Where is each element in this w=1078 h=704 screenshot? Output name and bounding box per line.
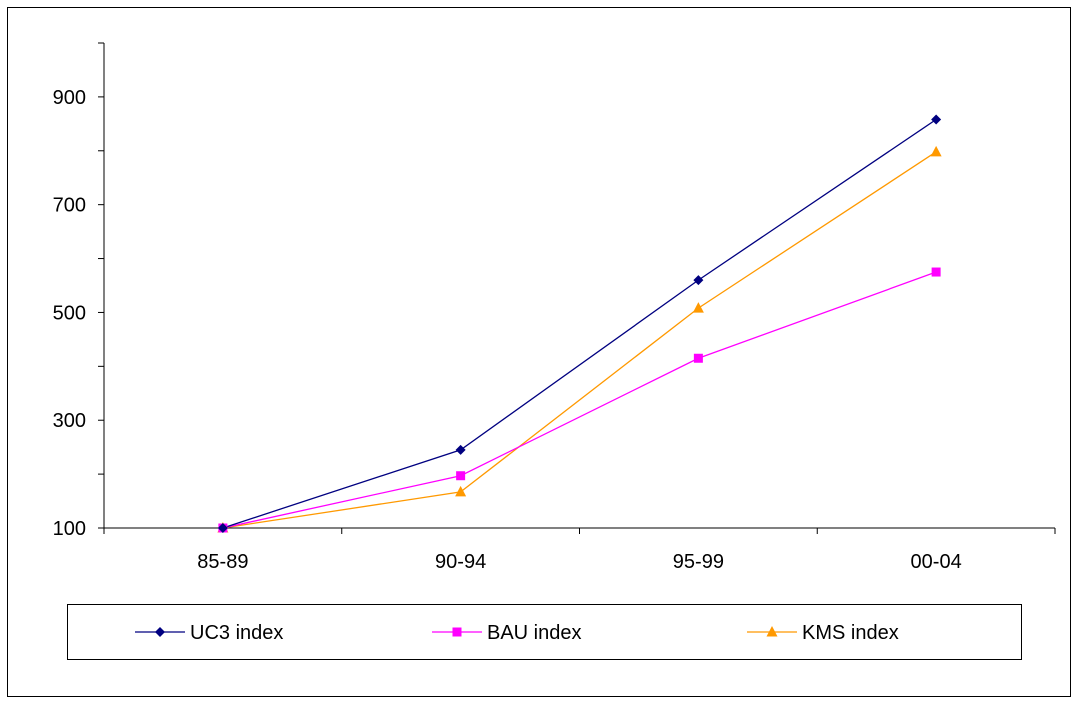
data-point [455,444,466,455]
y-tick-label: 300 [53,410,86,432]
axes: 100 300 500 700 900 85-89 90-94 95-99 00-04 [53,42,1056,573]
series-line [222,151,937,529]
data-point [693,353,703,363]
data-point [455,485,467,497]
legend-marker [766,626,778,637]
data-point [931,267,941,277]
x-tick-label: 00-04 [911,551,962,573]
data-point [456,471,466,481]
data-point [692,302,704,313]
series-layer [217,114,942,533]
chart-frame [7,7,1071,697]
legend-marker [155,627,165,637]
legend: UC3 index BAU index KMS index [67,604,1022,660]
data-point [931,114,942,125]
legend-label: BAU index [487,622,582,644]
y-tick-label: 700 [53,195,86,217]
legend-label: UC3 index [190,622,283,644]
series-line [222,271,937,529]
legend-marker [452,627,462,637]
y-tick-label: 900 [53,87,86,109]
data-point [693,275,704,286]
data-point [217,523,228,533]
data-point [930,145,942,157]
x-tick-label: 85-89 [197,551,248,573]
y-tick-label: 500 [53,302,86,324]
x-tick-label: 90-94 [435,551,486,573]
legend-label: KMS index [802,622,899,644]
legend-entries: UC3 index BAU index KMS index [135,622,899,644]
x-tick-label: 95-99 [673,551,724,573]
series-line [222,118,937,529]
y-tick-label: 100 [53,518,86,540]
